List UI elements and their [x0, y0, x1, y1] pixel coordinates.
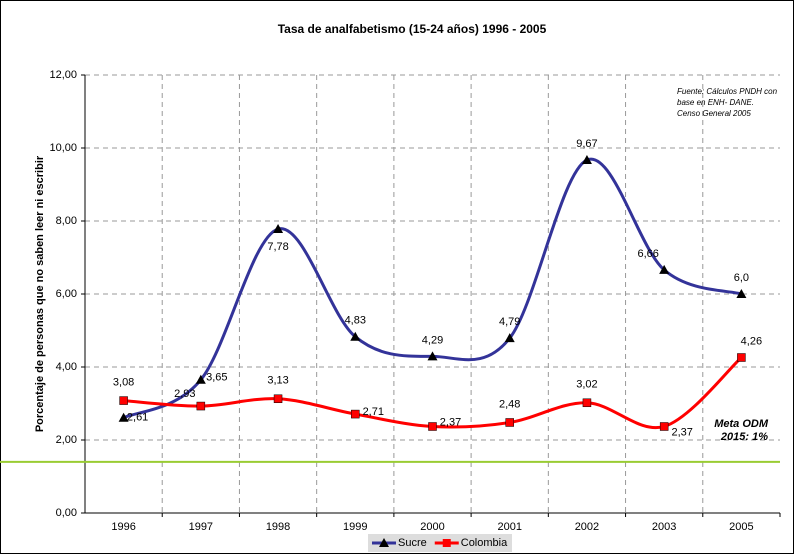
x-tick-label: 1996 — [111, 521, 135, 533]
data-label: 3,65 — [206, 372, 227, 384]
y-tick-label: 0,00 — [56, 507, 77, 519]
x-tick-label: 1998 — [266, 521, 290, 533]
marker — [505, 418, 514, 427]
data-label: 6,66 — [637, 248, 658, 260]
legend-marker — [442, 539, 451, 547]
series-line — [123, 356, 743, 430]
x-tick-label: 2000 — [420, 521, 444, 533]
marker — [118, 412, 129, 422]
data-label: 4,83 — [345, 315, 366, 327]
x-tick-label: 2002 — [575, 521, 599, 533]
x-tick-label: 2003 — [652, 521, 676, 533]
data-label: 2,48 — [499, 398, 520, 410]
marker — [659, 422, 669, 431]
data-label: 4,79 — [499, 316, 520, 328]
data-label: 2,37 — [671, 426, 692, 438]
marker — [273, 394, 283, 404]
chart-title: Tasa de analfabetismo (15-24 años) 1996 … — [278, 22, 547, 36]
data-label: 6,0 — [734, 272, 749, 284]
y-tick-label: 6,00 — [56, 288, 77, 300]
y-tick-label: 12,00 — [49, 69, 77, 81]
y-tick-label: 4,00 — [56, 361, 77, 373]
marker — [581, 155, 592, 165]
marker — [119, 396, 128, 405]
marker — [351, 409, 360, 419]
marker — [582, 398, 592, 408]
target-label: 2015: 1% — [720, 431, 768, 443]
marker — [659, 264, 670, 274]
x-tick-label: 1997 — [189, 521, 213, 533]
data-label: 9,67 — [576, 138, 597, 150]
data-label: 2,61 — [127, 412, 148, 424]
y-axis-title: Porcentaje de personas que no saben leer… — [34, 155, 46, 432]
y-tick-label: 2,00 — [56, 434, 77, 446]
target-label: Meta ODM — [714, 418, 769, 430]
data-label: 4,29 — [422, 334, 443, 346]
marker — [428, 422, 437, 431]
legend-label: Sucre — [398, 537, 427, 549]
data-label: 3,08 — [113, 376, 134, 388]
source-note: Fuente: Cálculos PNDH con — [677, 87, 778, 96]
marker — [504, 333, 515, 343]
x-tick-label: 2001 — [497, 521, 521, 533]
marker — [196, 401, 206, 411]
x-tick-label: 2005 — [729, 521, 753, 533]
marker — [350, 331, 361, 341]
y-tick-label: 8,00 — [56, 215, 77, 227]
data-label: 7,78 — [267, 241, 288, 253]
marker — [273, 224, 284, 234]
y-tick-label: 10,00 — [49, 142, 77, 154]
legend: Sucre Colombia — [368, 534, 512, 552]
data-label: 3,02 — [576, 379, 597, 391]
marker — [737, 353, 746, 362]
data-label: 4,26 — [741, 335, 762, 347]
x-tick-label: 1999 — [343, 521, 367, 533]
legend-label: Colombia — [461, 537, 508, 549]
data-label: 3,13 — [267, 375, 288, 387]
marker — [195, 374, 206, 384]
source-note: base en ENH- DANE. — [677, 98, 754, 107]
data-label: 2,37 — [440, 416, 461, 428]
source-note: Censo General 2005 — [677, 109, 751, 118]
data-label: 2,71 — [363, 406, 384, 418]
marker — [427, 351, 438, 361]
marker — [736, 289, 747, 298]
data-label: 2,93 — [174, 388, 195, 400]
legend-marker — [379, 538, 389, 547]
